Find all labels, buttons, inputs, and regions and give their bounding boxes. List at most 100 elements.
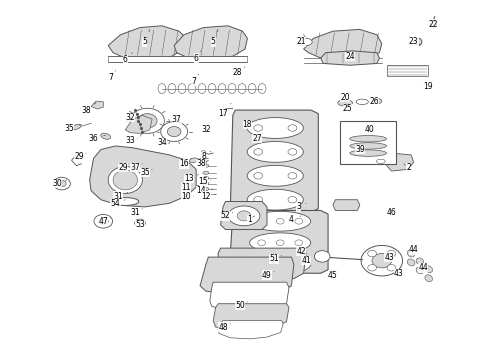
Ellipse shape bbox=[288, 172, 297, 179]
Polygon shape bbox=[218, 320, 283, 339]
Text: 36: 36 bbox=[89, 134, 98, 143]
Text: 18: 18 bbox=[243, 120, 252, 129]
Ellipse shape bbox=[285, 134, 292, 143]
Ellipse shape bbox=[112, 198, 139, 206]
Text: 40: 40 bbox=[365, 125, 374, 134]
Polygon shape bbox=[387, 65, 428, 76]
Ellipse shape bbox=[167, 168, 181, 178]
Ellipse shape bbox=[272, 134, 278, 143]
Ellipse shape bbox=[295, 261, 303, 267]
Ellipse shape bbox=[218, 84, 226, 94]
Text: 15: 15 bbox=[198, 177, 208, 186]
Text: 6: 6 bbox=[194, 54, 198, 63]
Ellipse shape bbox=[228, 206, 260, 226]
Text: 30: 30 bbox=[52, 179, 62, 188]
Text: 20: 20 bbox=[341, 93, 350, 102]
Text: 33: 33 bbox=[125, 136, 135, 145]
Ellipse shape bbox=[425, 275, 433, 282]
Ellipse shape bbox=[203, 177, 209, 180]
Ellipse shape bbox=[57, 180, 66, 187]
Text: 11: 11 bbox=[182, 183, 191, 192]
Ellipse shape bbox=[295, 219, 303, 224]
Ellipse shape bbox=[368, 250, 376, 257]
Ellipse shape bbox=[265, 134, 272, 143]
Text: 4: 4 bbox=[289, 215, 294, 224]
Polygon shape bbox=[230, 110, 318, 212]
Ellipse shape bbox=[298, 134, 305, 143]
Text: 50: 50 bbox=[235, 301, 245, 310]
Ellipse shape bbox=[201, 150, 205, 153]
Text: 32: 32 bbox=[125, 113, 135, 122]
Ellipse shape bbox=[254, 125, 263, 131]
Ellipse shape bbox=[368, 265, 376, 271]
Ellipse shape bbox=[198, 84, 206, 94]
Ellipse shape bbox=[247, 165, 303, 186]
Polygon shape bbox=[174, 26, 247, 60]
Ellipse shape bbox=[190, 158, 198, 163]
Text: 37: 37 bbox=[172, 114, 181, 123]
Ellipse shape bbox=[276, 240, 284, 246]
Text: 5: 5 bbox=[211, 37, 216, 46]
Text: 14: 14 bbox=[196, 186, 206, 195]
Polygon shape bbox=[213, 304, 289, 330]
Text: 25: 25 bbox=[343, 104, 352, 113]
Ellipse shape bbox=[208, 84, 216, 94]
Ellipse shape bbox=[108, 167, 143, 193]
Ellipse shape bbox=[407, 259, 415, 266]
Ellipse shape bbox=[98, 218, 108, 225]
Polygon shape bbox=[229, 211, 328, 273]
Text: 29: 29 bbox=[74, 152, 84, 161]
Text: 29: 29 bbox=[118, 163, 128, 172]
Ellipse shape bbox=[376, 159, 385, 163]
Text: 37: 37 bbox=[130, 163, 140, 172]
Ellipse shape bbox=[387, 250, 396, 257]
Ellipse shape bbox=[254, 149, 263, 155]
Text: 21: 21 bbox=[296, 37, 306, 46]
Ellipse shape bbox=[387, 265, 396, 271]
Text: 16: 16 bbox=[179, 159, 189, 168]
Ellipse shape bbox=[259, 134, 266, 143]
Ellipse shape bbox=[278, 134, 285, 143]
Text: 27: 27 bbox=[252, 134, 262, 143]
Ellipse shape bbox=[254, 197, 263, 203]
Text: 51: 51 bbox=[270, 255, 279, 264]
Ellipse shape bbox=[130, 108, 164, 134]
Ellipse shape bbox=[258, 261, 266, 267]
Polygon shape bbox=[91, 101, 103, 109]
Text: 26: 26 bbox=[369, 96, 379, 105]
Ellipse shape bbox=[276, 219, 284, 224]
Ellipse shape bbox=[350, 150, 387, 156]
Text: 39: 39 bbox=[355, 145, 365, 154]
Text: 7: 7 bbox=[108, 73, 113, 82]
Text: 43: 43 bbox=[384, 253, 394, 262]
Text: 42: 42 bbox=[296, 247, 306, 256]
Text: 17: 17 bbox=[218, 109, 228, 118]
Ellipse shape bbox=[188, 84, 196, 94]
Polygon shape bbox=[387, 153, 414, 171]
Text: 53: 53 bbox=[135, 220, 145, 229]
Ellipse shape bbox=[249, 233, 311, 253]
Ellipse shape bbox=[158, 84, 166, 94]
Polygon shape bbox=[200, 257, 294, 294]
Ellipse shape bbox=[249, 211, 311, 231]
Text: 38: 38 bbox=[196, 159, 206, 168]
Text: 2: 2 bbox=[406, 163, 411, 172]
Ellipse shape bbox=[425, 266, 433, 273]
Ellipse shape bbox=[203, 164, 209, 167]
Ellipse shape bbox=[288, 197, 297, 203]
Polygon shape bbox=[210, 282, 289, 312]
Ellipse shape bbox=[135, 157, 164, 178]
Ellipse shape bbox=[203, 171, 209, 175]
Ellipse shape bbox=[53, 177, 71, 190]
Text: 22: 22 bbox=[428, 19, 438, 28]
Ellipse shape bbox=[288, 125, 297, 131]
Ellipse shape bbox=[203, 182, 209, 185]
Text: 44: 44 bbox=[418, 264, 428, 273]
Ellipse shape bbox=[300, 39, 312, 45]
Text: 10: 10 bbox=[182, 192, 191, 201]
Text: 49: 49 bbox=[262, 270, 272, 279]
Text: 5: 5 bbox=[143, 37, 147, 46]
Ellipse shape bbox=[243, 121, 252, 126]
Text: 35: 35 bbox=[140, 168, 150, 177]
Ellipse shape bbox=[138, 114, 157, 128]
